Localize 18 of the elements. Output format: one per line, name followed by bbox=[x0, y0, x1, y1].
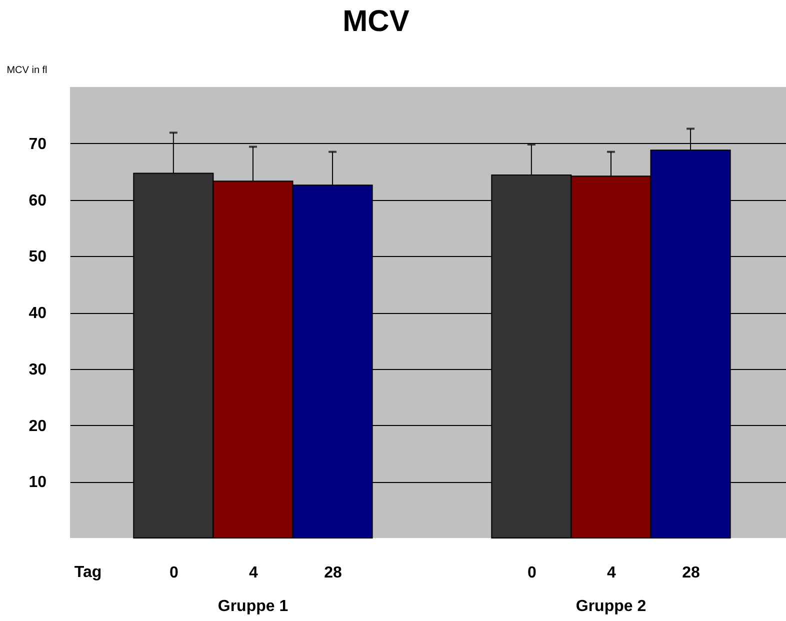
x-tick-label: 28 bbox=[682, 564, 700, 582]
x-tick-label: 0 bbox=[527, 564, 536, 582]
x-axis-title: Tag bbox=[74, 564, 102, 581]
chart-title: MCV bbox=[342, 5, 410, 38]
y-tick-label: 30 bbox=[28, 361, 47, 378]
x-tick-label: 4 bbox=[249, 564, 258, 582]
x-tick-label: 4 bbox=[607, 564, 616, 582]
x-tick-label: 0 bbox=[169, 564, 178, 582]
y-tick-label: 10 bbox=[28, 474, 47, 492]
y-tick-label: 50 bbox=[28, 248, 47, 266]
y-tick-label: 40 bbox=[28, 305, 47, 322]
y-tick-label: 70 bbox=[28, 136, 47, 153]
y-tick-label: 60 bbox=[28, 192, 47, 210]
text: Gruppe 2 bbox=[576, 598, 646, 615]
y-axis-title: MCV in fl bbox=[6, 65, 48, 76]
text: Gruppe 1 bbox=[218, 598, 288, 615]
x-tick-label: 28 bbox=[324, 564, 342, 582]
y-tick-label: 20 bbox=[28, 418, 47, 435]
